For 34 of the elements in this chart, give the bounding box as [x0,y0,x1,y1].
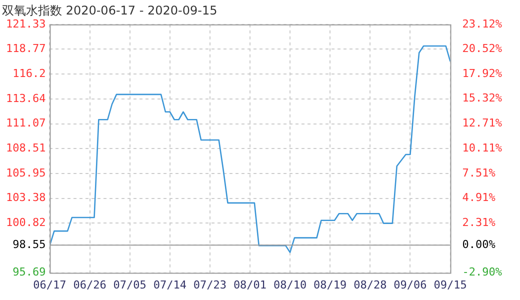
y2-tick-label: 23.12% [462,17,502,30]
x-tick-label: 07/14 [153,278,187,292]
y2-tick-label: 0.00% [462,238,496,251]
y-tick-label: 95.69 [12,266,46,279]
x-tick-label: 08/10 [273,278,307,292]
y2-tick-label: 12.71% [462,116,502,130]
y2-tick-label: 7.51% [462,166,496,180]
x-tick-label: 08/19 [314,278,347,292]
y-tick-label: 121.33 [6,17,46,30]
x-tick-label: 07/05 [113,278,146,292]
chart-title: 双氧水指数 2020-06-17 - 2020-09-15 [2,3,218,18]
y2-tick-label: 2.31% [462,216,496,229]
y2-tick-label: 4.91% [462,191,496,204]
x-tick-label: 09/06 [394,278,427,292]
y-tick-label: 98.55 [12,238,46,251]
x-tick-label: 06/17 [33,278,66,292]
x-tick-label: 08/01 [233,278,267,292]
y-tick-label: 118.77 [6,42,46,56]
y2-tick-label: 10.11% [462,141,502,154]
x-tick-label: 08/28 [354,278,387,292]
y-tick-label: 111.07 [6,116,46,130]
y-tick-label: 100.82 [6,216,46,229]
x-tick-label: 06/26 [73,278,106,292]
y2-tick-label: -2.90% [462,266,502,279]
y2-tick-label: 15.32% [462,92,502,105]
x-tick-label: 07/23 [193,278,227,292]
y-tick-label: 105.95 [6,166,46,180]
x-tick-label: 09/15 [434,278,467,292]
y2-tick-label: 17.92% [462,66,502,80]
y2-tick-label: 20.52% [462,42,502,56]
y-tick-label: 103.38 [6,191,46,204]
y-tick-label: 108.51 [6,141,46,154]
y-tick-label: 113.64 [6,92,46,105]
y-tick-label: 116.2 [12,66,46,80]
